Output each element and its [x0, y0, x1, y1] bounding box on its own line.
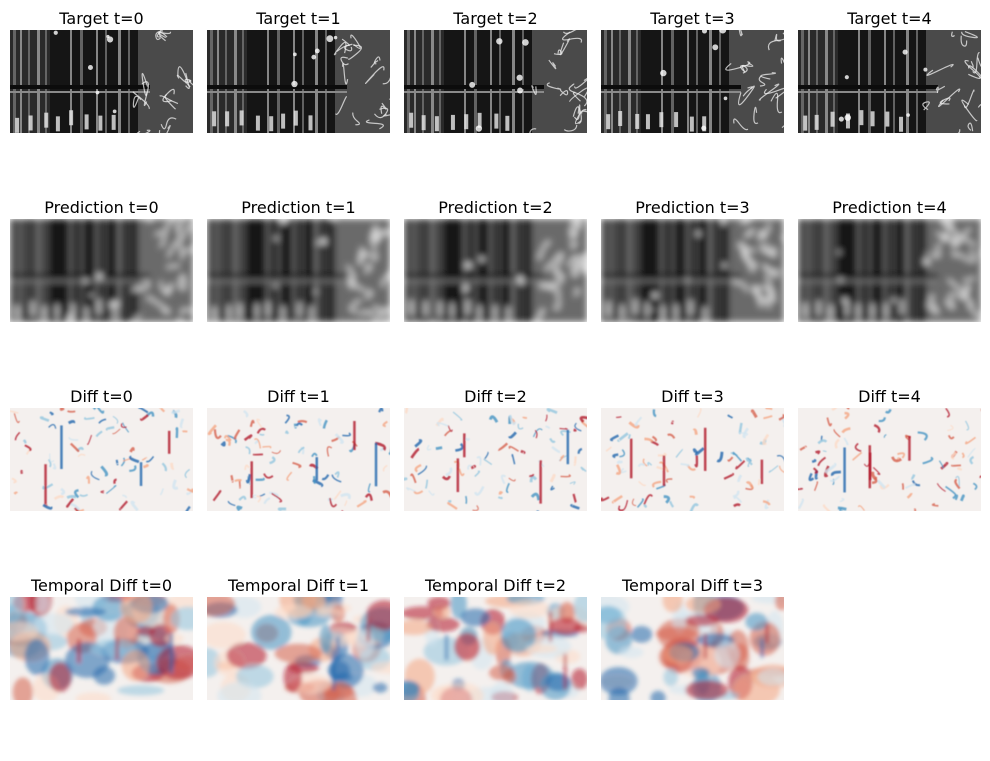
prediction-panel-title: Prediction t=4: [832, 198, 947, 217]
diff-panel-title: Diff t=4: [858, 387, 921, 406]
diff-panel-title: Diff t=1: [267, 387, 330, 406]
target-image: [601, 30, 784, 133]
temporal-diff-image: [207, 597, 390, 700]
prediction-image: [404, 219, 587, 322]
temporal-diff-image: [601, 597, 784, 700]
temporal-diff-panel-title: Temporal Diff t=2: [424, 576, 567, 595]
prediction-image: [798, 219, 981, 322]
diff-image: [404, 408, 587, 511]
diff-image: [207, 408, 390, 511]
temporal-diff-panel-title: Temporal Diff t=0: [30, 576, 173, 595]
target-image: [10, 30, 193, 133]
prediction-panel-title: Prediction t=1: [241, 198, 356, 217]
diff-panel-title: Diff t=3: [661, 387, 724, 406]
target-panel-title: Target t=0: [59, 9, 144, 28]
temporal-diff-panel-title: Temporal Diff t=3: [621, 576, 764, 595]
prediction-image: [10, 219, 193, 322]
diff-image: [601, 408, 784, 511]
diff-image: [798, 408, 981, 511]
prediction-image: [207, 219, 390, 322]
target-panel-title: Target t=2: [453, 9, 538, 28]
prediction-panel-title: Prediction t=0: [44, 198, 159, 217]
target-panel-title: Target t=1: [256, 9, 341, 28]
diff-panel-title: Diff t=2: [464, 387, 527, 406]
prediction-image: [601, 219, 784, 322]
prediction-panel-title: Prediction t=2: [438, 198, 553, 217]
diff-panel-title: Diff t=0: [70, 387, 133, 406]
temporal-diff-image: [404, 597, 587, 700]
target-image: [798, 30, 981, 133]
diff-image: [10, 408, 193, 511]
temporal-diff-panel-title: Temporal Diff t=1: [227, 576, 370, 595]
target-panel-title: Target t=4: [847, 9, 932, 28]
target-panel-title: Target t=3: [650, 9, 735, 28]
target-image: [207, 30, 390, 133]
temporal-diff-image: [10, 597, 193, 700]
target-image: [404, 30, 587, 133]
prediction-panel-title: Prediction t=3: [635, 198, 750, 217]
